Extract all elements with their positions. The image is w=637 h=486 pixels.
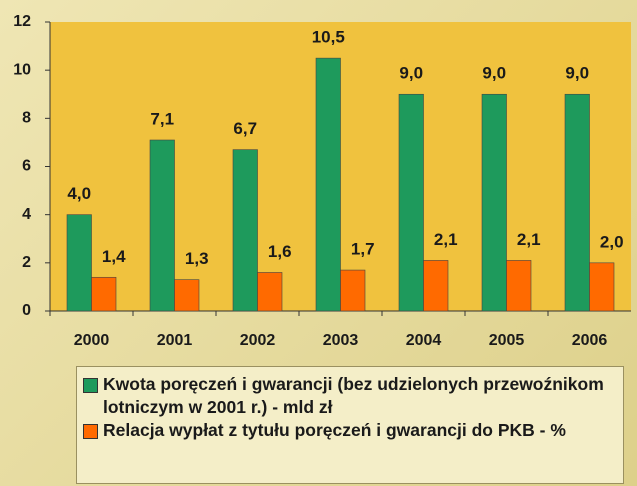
bar (91, 276, 117, 312)
bar (506, 260, 532, 312)
bar (481, 93, 507, 312)
value-label: 1,7 (351, 240, 375, 259)
legend-swatch (83, 424, 98, 439)
x-tick-label: 2001 (157, 332, 193, 349)
bar (149, 139, 175, 312)
x-tick-label: 2005 (489, 332, 525, 349)
value-label: 1,4 (102, 247, 126, 266)
x-tick-label: 2003 (323, 332, 359, 349)
bar (257, 272, 283, 312)
bar (232, 149, 258, 312)
x-tick-label: 2006 (572, 332, 608, 349)
value-label: 2,1 (517, 230, 541, 249)
legend: Kwota poręczeń i gwarancji (bez udzielon… (76, 366, 624, 484)
y-tick-label: 8 (22, 110, 31, 127)
y-tick-label: 12 (13, 13, 31, 30)
y-tick-label: 10 (13, 61, 31, 78)
legend-swatch (83, 378, 98, 393)
legend-item: Relacja wypłat z tytułu poręczeń i gwara… (83, 419, 617, 442)
x-tick-label: 2004 (406, 332, 442, 349)
bar (398, 93, 424, 312)
x-tick-label: 2002 (240, 332, 276, 349)
value-label: 9,0 (482, 64, 506, 83)
value-label: 6,7 (233, 119, 257, 138)
value-label: 9,0 (399, 64, 423, 83)
value-label: 2,1 (434, 230, 458, 249)
bar (315, 57, 341, 312)
value-label: 9,0 (565, 64, 589, 83)
value-label: 4,0 (67, 184, 91, 203)
bar (589, 262, 615, 312)
value-label: 7,1 (150, 109, 174, 128)
legend-label: Kwota poręczeń i gwarancji (bez udzielon… (103, 374, 604, 417)
x-tick-label: 2000 (74, 332, 110, 349)
bar (423, 260, 449, 312)
y-tick-label: 4 (22, 206, 31, 223)
bar (340, 269, 366, 312)
value-label: 1,3 (185, 249, 209, 268)
value-label: 2,0 (600, 232, 624, 251)
bar (564, 93, 590, 312)
value-label: 1,6 (268, 242, 292, 261)
y-tick-label: 6 (22, 158, 31, 175)
bar (66, 214, 92, 312)
legend-item: Kwota poręczeń i gwarancji (bez udzielon… (83, 373, 617, 419)
y-tick-label: 0 (22, 302, 31, 319)
legend-label: Relacja wypłat z tytułu poręczeń i gwara… (103, 420, 566, 440)
value-label: 10,5 (312, 28, 345, 47)
bar (174, 279, 200, 312)
chart: 0 2 4 6 8 10 12 2000 4,0 1,4 2001 7,1 1,3 2002 6,7 1,6 2… (13, 13, 631, 349)
y-tick-label: 2 (22, 254, 31, 271)
